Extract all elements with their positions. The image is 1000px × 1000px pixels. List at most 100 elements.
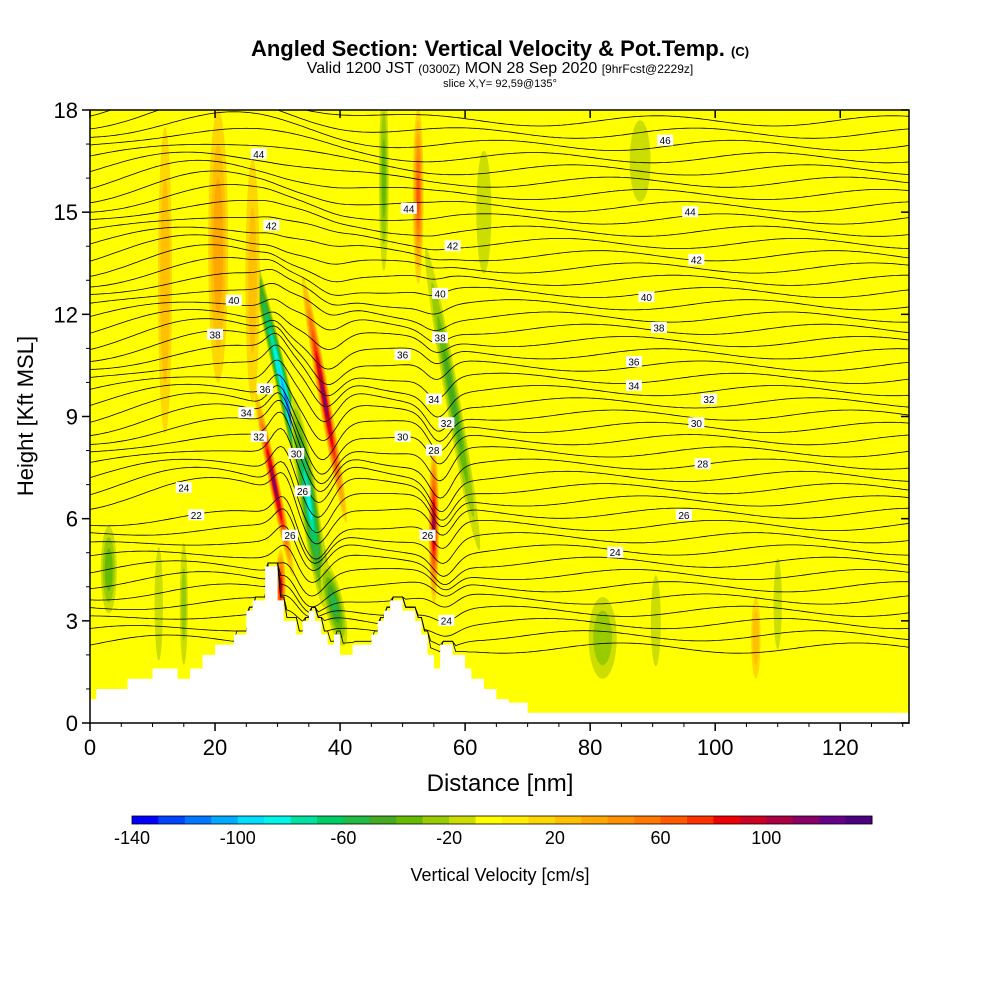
y-tick-label: 9 [66, 405, 78, 430]
velocity-band [271, 472, 278, 497]
contour-label: 34 [238, 407, 255, 420]
contour-label-text: 38 [653, 323, 665, 334]
contour-label: 30 [288, 447, 305, 460]
contour-label: 34 [425, 393, 442, 406]
contour-label-text: 32 [253, 432, 265, 443]
contour-label-box [682, 206, 699, 218]
velocity-feature [751, 596, 761, 679]
contour-label-text: 32 [703, 395, 715, 406]
contour-label: 32 [438, 417, 455, 430]
contour-label-box [257, 383, 274, 395]
contour-label-text: 40 [435, 289, 447, 300]
velocity-feature [301, 276, 347, 523]
contour-label: 36 [257, 383, 274, 396]
contour-label: 44 [250, 148, 267, 161]
contour-label-text: 34 [628, 381, 640, 392]
contour-label: 40 [432, 287, 449, 300]
theta-contour-line [90, 143, 909, 176]
contour-label-box [238, 407, 255, 419]
y-tick-label: 6 [66, 507, 78, 532]
velocity-band [381, 138, 386, 218]
colorbar-swatch [819, 816, 847, 824]
velocity-feature [378, 110, 389, 271]
theta-contour-line [90, 159, 909, 201]
colorbar-swatch [317, 816, 344, 824]
theta-contour-line [90, 256, 909, 299]
contour-label: 38 [207, 328, 224, 341]
velocity-band [773, 558, 782, 650]
colorbar-swatch [502, 816, 529, 824]
contour-label: 24 [438, 614, 455, 627]
contour-label-text: 36 [397, 351, 409, 362]
contour-label: 40 [225, 294, 242, 307]
colorbar-swatch [237, 816, 265, 824]
contour-label: 38 [432, 332, 449, 345]
theta-contour-line [90, 384, 909, 461]
contour-label-text: 30 [291, 449, 303, 460]
theta-contour-line [90, 544, 909, 585]
contour-label: 26 [294, 485, 311, 498]
contour-label-box [657, 134, 674, 146]
contour-label-box [394, 349, 411, 361]
colorbar-swatch [343, 816, 371, 824]
theta-contour-line [90, 562, 909, 637]
contour-label-text: 32 [441, 419, 453, 430]
contour-label: 46 [657, 134, 674, 147]
contour-label-text: 36 [628, 358, 640, 369]
contour-label-text: 30 [397, 432, 409, 443]
contour-label: 22 [188, 509, 205, 522]
velocity-feature [629, 120, 651, 202]
theta-contour-line [90, 127, 909, 164]
colorbar-swatch [581, 816, 609, 824]
contour-label-box [250, 148, 267, 160]
colorbar-swatch [845, 816, 873, 824]
colorbar-tick-label: -60 [330, 828, 356, 848]
theta-contour-line [90, 110, 909, 139]
slice-info: slice X,Y= 92,59@135° [443, 78, 557, 90]
theta-contour-line [90, 560, 909, 597]
contour-label-text: 44 [253, 150, 265, 161]
contour-label: 38 [650, 321, 667, 334]
x-tick-label: 60 [453, 735, 477, 760]
theta-contour-line [90, 184, 909, 225]
theta-contour-line [90, 359, 909, 432]
y-tick-label: 15 [54, 200, 78, 225]
velocity-feature [476, 150, 492, 274]
contour-label-box [188, 509, 205, 521]
contour-label-box [175, 482, 192, 494]
contour-label-text: 28 [697, 460, 709, 471]
contour-label-text: 42 [447, 242, 459, 253]
contour-label: 30 [688, 417, 705, 430]
velocity-band [104, 547, 113, 592]
colorbar: -140 -100 -60 -20 20 60 100 [114, 815, 873, 848]
colorbar-swatch [475, 816, 503, 824]
contour-label-box [625, 379, 642, 391]
y-axis-label: Height [Kft MSL] [13, 336, 38, 496]
theta-contour-line [90, 562, 909, 647]
colorbar-swatch [264, 816, 292, 824]
colorbar-swatch [687, 816, 714, 824]
contour-label: 28 [425, 444, 442, 457]
contour-label-box [625, 356, 642, 368]
contour-label-box [207, 328, 224, 340]
theta-contour-line [90, 508, 909, 564]
theta-contour-line [90, 461, 909, 534]
contour-label-box [700, 393, 717, 405]
contour-label: 28 [694, 458, 711, 471]
colorbar-tick-label: -100 [220, 828, 256, 848]
contour-label: 30 [394, 430, 411, 443]
contour-label: 42 [444, 240, 461, 253]
contour-label-box [694, 458, 711, 470]
colorbar-swatch [184, 816, 212, 824]
colorbar-swatch [396, 816, 424, 824]
velocity-band [160, 178, 170, 383]
contour-label-box [675, 509, 692, 521]
theta-contour-line [90, 282, 909, 331]
theta-contour-line [90, 325, 909, 386]
theta-contour-line [90, 496, 909, 560]
theta-contour-line [90, 170, 909, 213]
contour-label: 32 [700, 393, 717, 406]
theta-contour-line [90, 374, 909, 442]
velocity-band [154, 547, 163, 661]
